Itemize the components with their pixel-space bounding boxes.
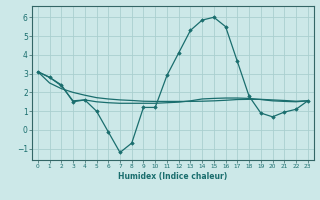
X-axis label: Humidex (Indice chaleur): Humidex (Indice chaleur) xyxy=(118,172,228,181)
